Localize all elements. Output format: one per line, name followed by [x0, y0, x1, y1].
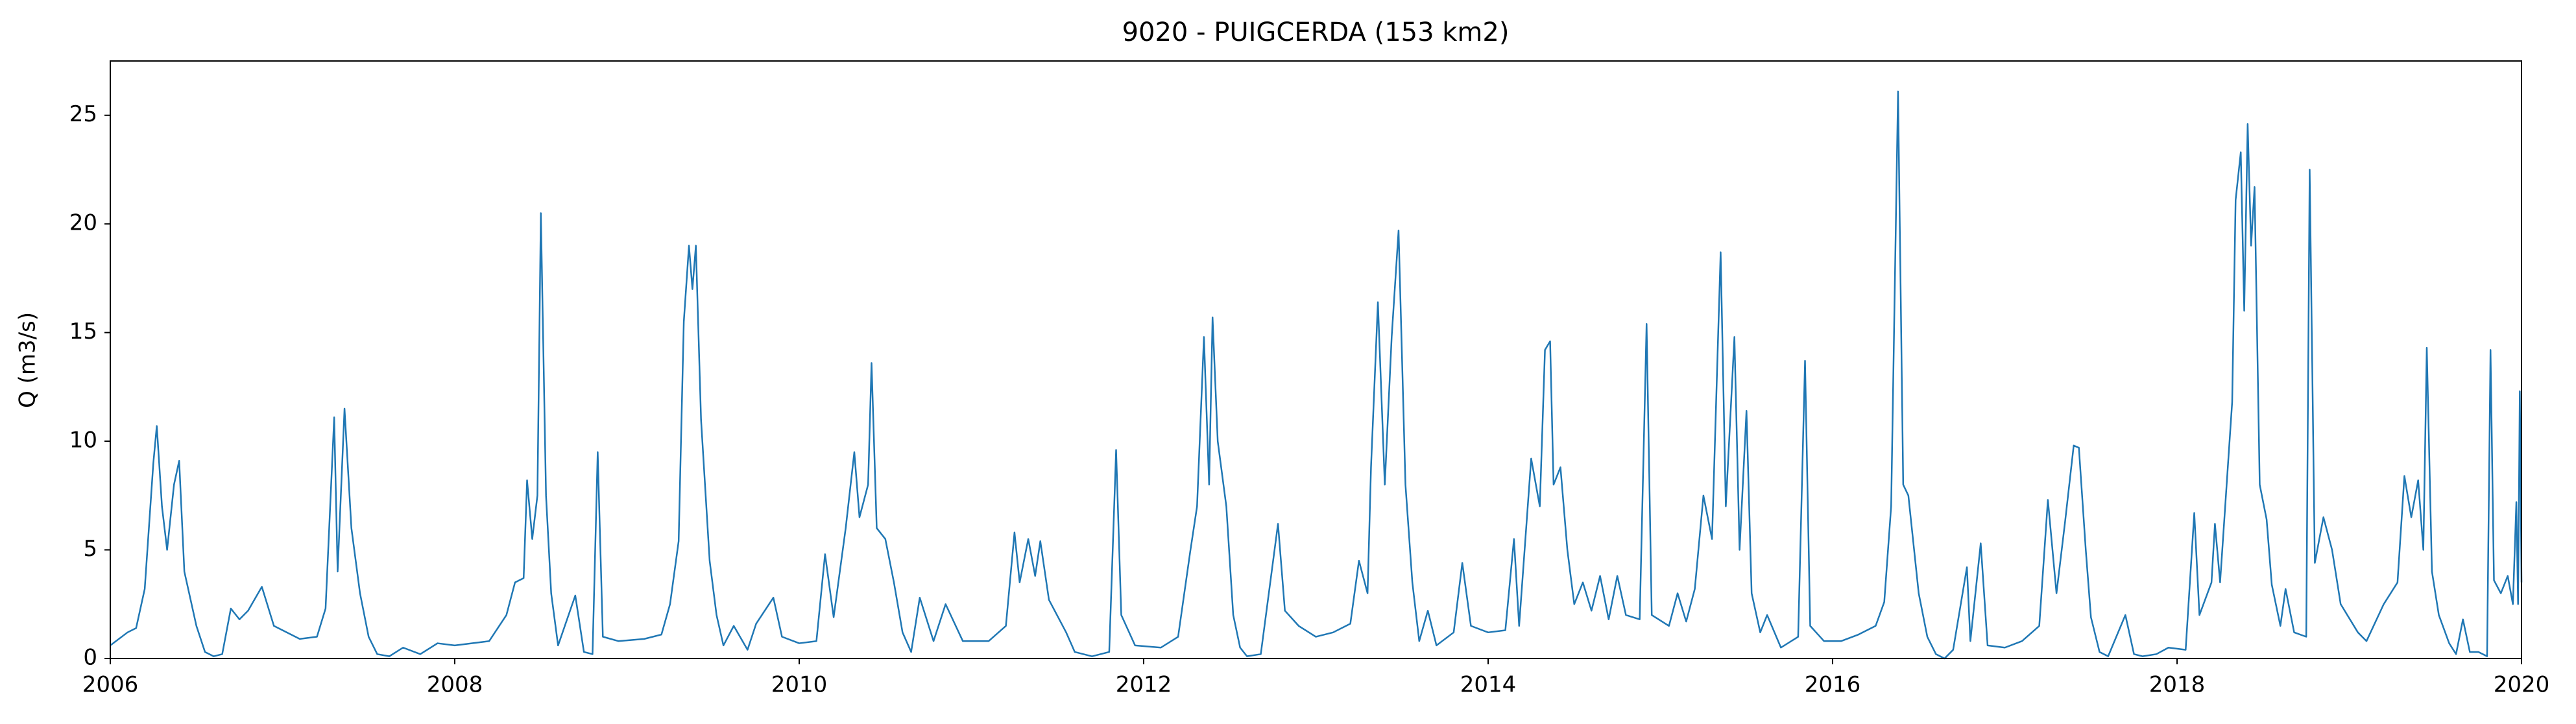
x-tick-label: 2016: [1805, 672, 1861, 698]
y-tick-label: 15: [69, 319, 97, 344]
x-tick-label: 2006: [82, 672, 139, 698]
y-tick-label: 20: [69, 210, 97, 236]
y-tick-label: 25: [69, 101, 97, 127]
x-tick-label: 2020: [2494, 672, 2550, 698]
x-tick-label: 2008: [427, 672, 483, 698]
x-tick-label: 2012: [1116, 672, 1172, 698]
flow-line: [110, 90, 2523, 660]
x-tick-label: 2014: [1460, 672, 1517, 698]
y-tick-label: 0: [83, 645, 97, 671]
plot-frame: [110, 60, 2522, 659]
x-tick-label: 2010: [771, 672, 828, 698]
y-tick-label: 5: [83, 536, 97, 562]
chart-title: 9020 - PUIGCERDA (153 km2): [1122, 18, 1510, 47]
y-tick-label: 10: [69, 428, 97, 453]
y-axis-label: Q (m3/s): [15, 312, 41, 408]
x-tick-label: 2018: [2149, 672, 2206, 698]
